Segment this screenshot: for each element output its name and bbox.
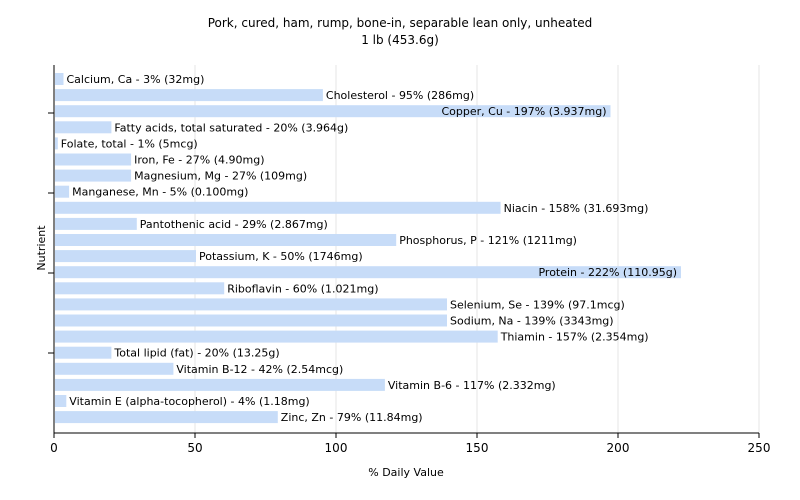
bar-label: Manganese, Mn - 5% (0.100mg)	[72, 186, 248, 199]
grid-lines	[194, 65, 760, 433]
chart-subtitle: 1 lb (453.6g)	[361, 33, 439, 47]
bar	[55, 362, 174, 375]
x-tick-label: 100	[325, 441, 348, 455]
bar	[55, 330, 498, 343]
chart-title: Pork, cured, ham, rump, bone-in, separab…	[207, 16, 593, 30]
y-axis-label: Nutrient	[35, 225, 48, 271]
bar	[55, 217, 137, 230]
bar	[55, 250, 196, 263]
bar-label: Sodium, Na - 139% (3343mg)	[450, 315, 614, 328]
bar	[55, 105, 611, 118]
bar	[55, 169, 132, 182]
bar	[55, 121, 112, 134]
x-tick-label: 200	[607, 441, 630, 455]
bar-label: Niacin - 158% (31.693mg)	[504, 202, 649, 215]
x-tick-label: 150	[466, 441, 489, 455]
bar	[55, 137, 58, 150]
bars: Calcium, Ca - 3% (32mg) Cholesterol - 95%…	[55, 73, 681, 424]
bar-label: Vitamin E (alpha-tocopherol) - 4% (1.18m…	[69, 395, 309, 408]
bar-label: Vitamin B-12 - 42% (2.54mcg)	[176, 363, 343, 376]
bar-label: Riboflavin - 60% (1.021mg)	[227, 282, 378, 295]
bar-label: Calcium, Ca - 3% (32mg)	[67, 73, 205, 86]
bar-label: Thiamin - 157% (2.354mg)	[500, 331, 649, 344]
bar-label: Copper, Cu - 197% (3.937mg)	[442, 105, 607, 118]
bar-label: Potassium, K - 50% (1746mg)	[199, 250, 363, 263]
x-tick-label: 50	[187, 441, 202, 455]
axes: 0 50 100 150 200 250	[48, 65, 770, 455]
bar-label: Selenium, Se - 139% (97.1mcg)	[450, 298, 625, 311]
bar-label: Magnesium, Mg - 27% (109mg)	[134, 170, 307, 183]
bar	[55, 234, 397, 246]
bar	[55, 201, 501, 214]
bar-label: Fatty acids, total saturated - 20% (3.96…	[114, 121, 348, 134]
bar-label: Protein - 222% (110.95g)	[538, 266, 677, 279]
bar	[55, 266, 681, 279]
x-tick-label: 250	[748, 441, 771, 455]
bar	[55, 282, 225, 295]
bar	[55, 298, 447, 311]
x-axis-label: % Daily Value	[368, 466, 444, 479]
bar	[55, 314, 447, 327]
bar	[55, 153, 132, 166]
bar-label: Iron, Fe - 27% (4.90mg)	[134, 154, 264, 167]
bar-label: Pantothenic acid - 29% (2.867mg)	[140, 218, 328, 231]
bar-label: Total lipid (fat) - 20% (13.25g)	[113, 347, 279, 360]
bar	[55, 395, 67, 407]
bar-label: Zinc, Zn - 79% (11.84mg)	[281, 411, 423, 424]
bar-label: Phosphorus, P - 121% (1211mg)	[399, 234, 577, 247]
bar	[55, 346, 112, 359]
bar	[55, 378, 385, 391]
bar-label: Cholesterol - 95% (286mg)	[326, 89, 474, 102]
bar-label: Folate, total - 1% (5mcg)	[61, 137, 198, 150]
bar	[55, 411, 278, 424]
bar	[55, 185, 70, 198]
bar-label: Vitamin B-6 - 117% (2.332mg)	[388, 379, 556, 392]
bar	[55, 89, 323, 102]
bar	[55, 73, 64, 85]
x-tick-label: 0	[50, 441, 58, 455]
